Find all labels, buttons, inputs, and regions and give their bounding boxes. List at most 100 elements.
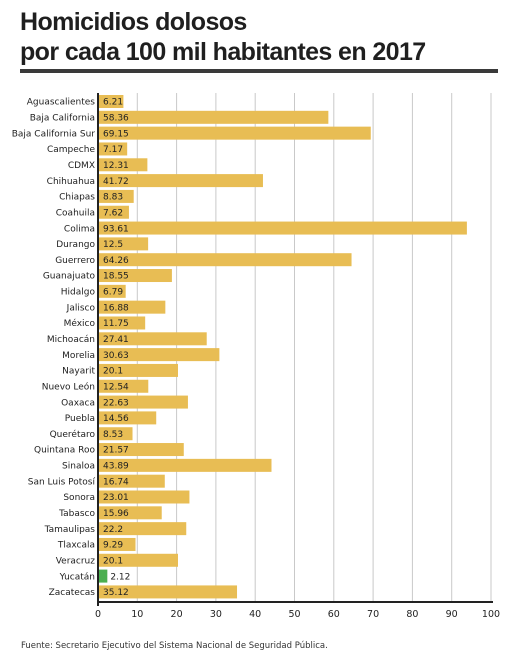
category-label: Guanajuato	[43, 272, 96, 282]
value-label: 58.36	[103, 114, 129, 124]
category-label: Durango	[56, 240, 95, 250]
bar	[99, 95, 124, 108]
value-label: 8.83	[103, 193, 123, 203]
category-label: Chihuahua	[47, 177, 95, 187]
category-label: Zacatecas	[49, 588, 96, 598]
bar	[99, 284, 126, 298]
category-label: Guerrero	[55, 256, 95, 266]
value-label: 30.63	[103, 351, 129, 361]
title-line-1: Homicidios dolosos	[20, 8, 247, 36]
category-label: Nuevo León	[42, 381, 95, 392]
value-label: 2.12	[110, 572, 130, 582]
bar	[99, 585, 238, 599]
category-label: Tamaulipas	[44, 525, 96, 535]
bar	[99, 237, 149, 251]
bar	[99, 490, 190, 504]
value-label: 18.55	[103, 272, 129, 282]
bar	[99, 458, 272, 472]
value-label: 11.75	[103, 319, 129, 329]
category-label: San Luis Potosí	[28, 477, 96, 487]
bar	[99, 411, 157, 425]
chart-title: Homicidios dolosos por cada 100 mil habi…	[20, 7, 500, 67]
bar	[99, 189, 134, 203]
value-label: 93.61	[103, 224, 129, 234]
value-label: 22.63	[103, 398, 129, 408]
category-label: Oaxaca	[61, 398, 95, 408]
x-tick-label: 30	[210, 609, 222, 620]
category-label: Veracruz	[56, 556, 96, 566]
title-line-2: por cada 100 mil habitantes en 2017	[20, 38, 426, 66]
category-label: Colima	[64, 224, 95, 234]
bar	[99, 174, 263, 188]
bar	[99, 363, 178, 377]
x-tick-label: 80	[406, 609, 418, 620]
x-tick-label: 40	[249, 609, 261, 620]
value-label: 20.1	[103, 556, 123, 566]
category-label: Morelia	[62, 351, 95, 361]
x-tick-label: 10	[131, 609, 143, 620]
category-label: Coahuila	[56, 208, 95, 218]
category-label: Jalisco	[66, 303, 96, 313]
value-label: 27.41	[103, 335, 129, 345]
category-label: Tlaxcala	[57, 541, 95, 551]
category-label: Puebla	[65, 414, 95, 424]
category-label: Sinaloa	[62, 462, 95, 472]
category-label: Querétaro	[50, 429, 96, 440]
value-label: 21.57	[103, 446, 129, 456]
bar	[99, 537, 136, 551]
source-note: Fuente: Secretario Ejecutivo del Sistema…	[21, 641, 328, 651]
value-label: 16.74	[103, 477, 129, 487]
bar	[99, 110, 329, 124]
category-label: CDMX	[68, 161, 95, 171]
bar	[99, 142, 128, 156]
x-tick-label: 70	[367, 609, 379, 620]
bar-chart: Aguascalientes 6.21 Baja California 58.36 Ba…	[12, 93, 500, 620]
bar	[99, 205, 129, 219]
bar	[99, 474, 165, 488]
value-label: 7.62	[103, 208, 123, 218]
value-label: 43.89	[103, 462, 129, 472]
bar	[99, 522, 187, 536]
category-label: Campeche	[47, 145, 95, 155]
value-label: 6.79	[103, 288, 123, 298]
value-label: 69.15	[103, 129, 129, 139]
category-label: Yucatán	[59, 572, 95, 582]
category-label: Sonora	[63, 493, 95, 503]
value-label: 12.54	[103, 382, 129, 392]
value-label: 15.96	[103, 509, 129, 519]
value-label: 23.01	[103, 493, 129, 503]
bar	[99, 427, 133, 441]
category-label: Baja California	[30, 114, 95, 124]
value-label: 14.56	[103, 414, 129, 424]
category-label: Michoacán	[47, 335, 95, 345]
category-label: Baja California Sur	[12, 129, 96, 139]
bar	[99, 158, 148, 172]
bar	[99, 269, 172, 283]
value-label: 16.88	[103, 303, 129, 313]
bar	[99, 316, 146, 330]
bar	[99, 253, 352, 267]
value-label: 8.53	[103, 430, 123, 440]
category-label: México	[64, 318, 96, 329]
bar	[99, 553, 178, 567]
bar	[99, 443, 184, 457]
category-label: Tabasco	[58, 509, 95, 519]
value-label: 20.1	[103, 367, 123, 377]
value-label: 41.72	[103, 177, 129, 187]
bar	[99, 569, 108, 583]
value-label: 12.31	[103, 161, 129, 171]
category-label: Chiapas	[59, 193, 95, 203]
value-label: 9.29	[103, 541, 123, 551]
x-tick-label: 20	[171, 609, 183, 620]
value-label: 7.17	[103, 145, 123, 155]
x-tick-label: 100	[482, 609, 500, 620]
title-rule	[20, 69, 498, 73]
bar	[99, 221, 467, 235]
x-tick-label: 50	[288, 609, 300, 620]
x-tick-label: 0	[95, 609, 101, 620]
category-label: Quintana Roo	[34, 446, 95, 456]
value-label: 6.21	[103, 98, 123, 108]
value-label: 64.26	[103, 256, 129, 266]
category-label: Hidalgo	[61, 288, 96, 298]
category-label: Aguascalientes	[27, 98, 96, 108]
